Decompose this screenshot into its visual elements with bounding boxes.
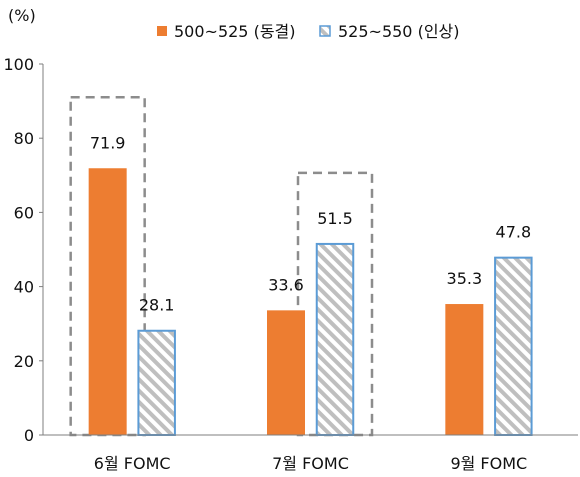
y-tick-label: 0	[24, 426, 34, 445]
bar-hold	[267, 310, 305, 435]
data-label: 33.6	[268, 275, 304, 294]
highlight-box	[69, 96, 146, 437]
bars	[88, 168, 533, 436]
y-tick-label: 60	[14, 203, 34, 222]
x-tick-label: 6월 FOMC	[94, 454, 171, 473]
bar-hike	[494, 256, 533, 436]
legend-swatch-hike	[319, 25, 331, 37]
x-tick-label: 7월 FOMC	[272, 454, 349, 473]
data-label: 47.8	[496, 223, 532, 242]
data-label: 51.5	[317, 209, 353, 228]
y-tick-label: 40	[14, 278, 34, 297]
bar-hold	[88, 168, 127, 435]
legend-swatch-hold	[157, 26, 167, 36]
x-tick-label: 9월 FOMC	[450, 454, 527, 473]
bar-hike	[315, 242, 355, 436]
legend: 500~525 (동결) 525~550 (인상)	[157, 22, 460, 41]
bar-hike	[137, 329, 176, 436]
y-tick-label: 100	[3, 55, 34, 74]
y-tick-label: 80	[14, 129, 34, 148]
y-tick-label: 20	[14, 352, 34, 371]
data-labels: 71.9 33.6 35.3 28.1 51.5 47.8	[90, 133, 531, 314]
y-axis-label: (%)	[8, 6, 36, 25]
data-label: 28.1	[139, 296, 175, 315]
highlight-boxes	[69, 96, 374, 437]
y-axis: 0 20 40 60 80 100	[3, 55, 43, 445]
data-label: 35.3	[447, 269, 483, 288]
data-label: 71.9	[90, 133, 126, 152]
x-axis: 6월 FOMC 7월 FOMC 9월 FOMC	[94, 454, 527, 473]
legend-label-hike: 525~550 (인상)	[338, 22, 460, 41]
highlight-box	[296, 171, 374, 437]
bar-hold	[445, 304, 484, 435]
legend-label-hold: 500~525 (동결)	[174, 22, 296, 41]
